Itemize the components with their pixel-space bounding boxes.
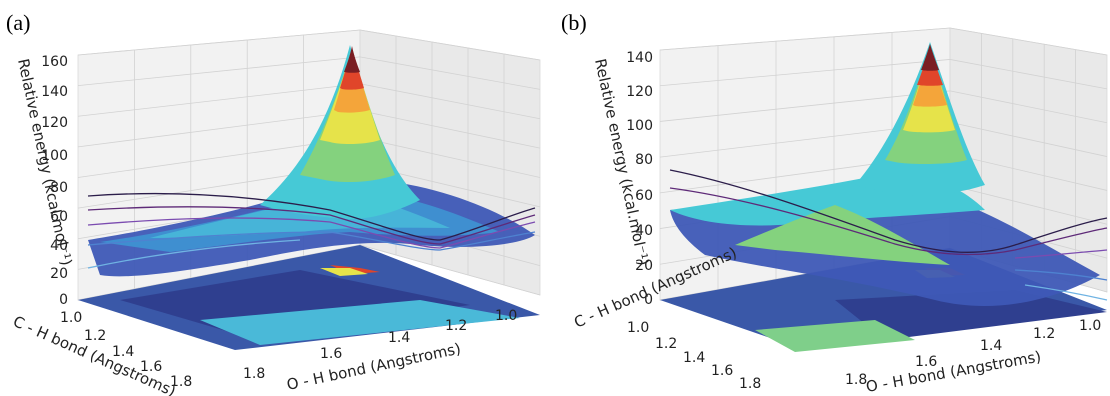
z-tick: 20 bbox=[50, 266, 68, 282]
grid-line bbox=[77, 29, 361, 56]
z-tick: 40 bbox=[635, 223, 653, 239]
panel-label-b: (b) bbox=[561, 10, 587, 35]
y-tick: 1.0 bbox=[60, 310, 82, 326]
y-tick: 1.4 bbox=[112, 344, 134, 360]
x-axis-label: O - H bond (Angstroms) bbox=[285, 339, 462, 393]
grid-line bbox=[359, 56, 541, 90]
energy-surface bbox=[88, 45, 535, 277]
y-tick: 1.0 bbox=[627, 320, 649, 336]
panel-a: (a) bbox=[6, 10, 541, 396]
grid-line bbox=[659, 59, 951, 87]
z-tick: 80 bbox=[50, 180, 68, 196]
y-tick: 1.2 bbox=[655, 336, 677, 352]
y-ticks: 1.0 1.2 1.4 1.6 1.8 bbox=[60, 310, 192, 390]
z-tick: 140 bbox=[41, 84, 68, 100]
x-tick: 1.6 bbox=[915, 354, 937, 370]
panel-label-a: (a) bbox=[6, 10, 31, 35]
grid-line bbox=[359, 29, 541, 61]
y-tick: 1.2 bbox=[84, 328, 106, 344]
floor-contour bbox=[78, 245, 540, 350]
projection-curves bbox=[669, 169, 1108, 301]
x-axis-label: O - H bond (Angstroms) bbox=[865, 347, 1043, 396]
grid-line bbox=[949, 59, 1108, 90]
x-ticks: 1.8 1.6 1.4 1.2 1.0 bbox=[243, 308, 517, 382]
grid-line bbox=[949, 121, 1108, 157]
grid-line bbox=[359, 110, 541, 149]
z-tick: 140 bbox=[626, 50, 653, 66]
x-tick: 1.4 bbox=[388, 330, 410, 346]
grid-line bbox=[77, 56, 361, 87]
z-tick: 60 bbox=[50, 209, 68, 225]
x-tick: 1.8 bbox=[845, 372, 867, 388]
z-ticks: 140 120 100 80 60 40 20 0 bbox=[626, 50, 653, 308]
grid-line bbox=[949, 27, 1108, 56]
y-tick: 1.6 bbox=[140, 359, 162, 375]
z-ticks: 160 140 120 100 80 60 40 20 0 bbox=[41, 54, 68, 308]
z-tick: 160 bbox=[41, 54, 68, 70]
grid-line bbox=[949, 90, 1108, 124]
projection-curves bbox=[87, 192, 536, 269]
grid-line bbox=[359, 244, 541, 296]
grid-line bbox=[949, 153, 1108, 191]
grid-line bbox=[77, 110, 361, 148]
x-tick: 1.8 bbox=[243, 366, 265, 382]
z-tick: 120 bbox=[626, 84, 653, 100]
z-tick: 0 bbox=[59, 292, 68, 308]
z-tick: 0 bbox=[644, 292, 653, 308]
surface-plot-a: 160 140 120 100 80 60 40 20 0 1.0 1.2 1.… bbox=[10, 29, 541, 396]
x-ticks: 1.8 1.6 1.4 1.2 1.0 bbox=[845, 318, 1101, 388]
z-tick: 120 bbox=[41, 115, 68, 131]
grid-line bbox=[359, 83, 541, 120]
z-tick: 40 bbox=[50, 238, 68, 254]
x-tick: 1.4 bbox=[980, 338, 1002, 354]
energy-surface bbox=[670, 42, 1100, 306]
x-tick: 1.2 bbox=[1033, 326, 1055, 342]
y-tick: 1.8 bbox=[739, 376, 761, 392]
z-tick: 100 bbox=[41, 148, 68, 164]
z-tick: 100 bbox=[626, 118, 653, 134]
x-tick: 1.0 bbox=[495, 308, 517, 324]
grid-line bbox=[949, 184, 1108, 225]
y-tick: 1.8 bbox=[170, 374, 192, 390]
grid-line bbox=[659, 90, 951, 122]
x-tick: 1.6 bbox=[320, 346, 342, 362]
y-tick: 1.4 bbox=[683, 350, 705, 366]
surface-plot-b: 140 120 100 80 60 40 20 0 1.0 1.2 1.4 1.… bbox=[571, 27, 1108, 396]
grid-line bbox=[659, 27, 951, 51]
y-tick: 1.6 bbox=[711, 363, 733, 379]
x-tick: 1.2 bbox=[445, 318, 467, 334]
y-ticks: 1.0 1.2 1.4 1.6 1.8 bbox=[627, 320, 761, 392]
grid-line bbox=[359, 137, 541, 178]
y-axis-label: C - H bond (Angstroms) bbox=[10, 312, 178, 396]
z-tick: 60 bbox=[635, 188, 653, 204]
z-tick: 20 bbox=[635, 258, 653, 274]
x-tick: 1.0 bbox=[1079, 318, 1101, 334]
z-tick: 80 bbox=[635, 152, 653, 168]
panel-b: (b) bbox=[555, 0, 1110, 396]
grid-line bbox=[77, 83, 361, 117]
